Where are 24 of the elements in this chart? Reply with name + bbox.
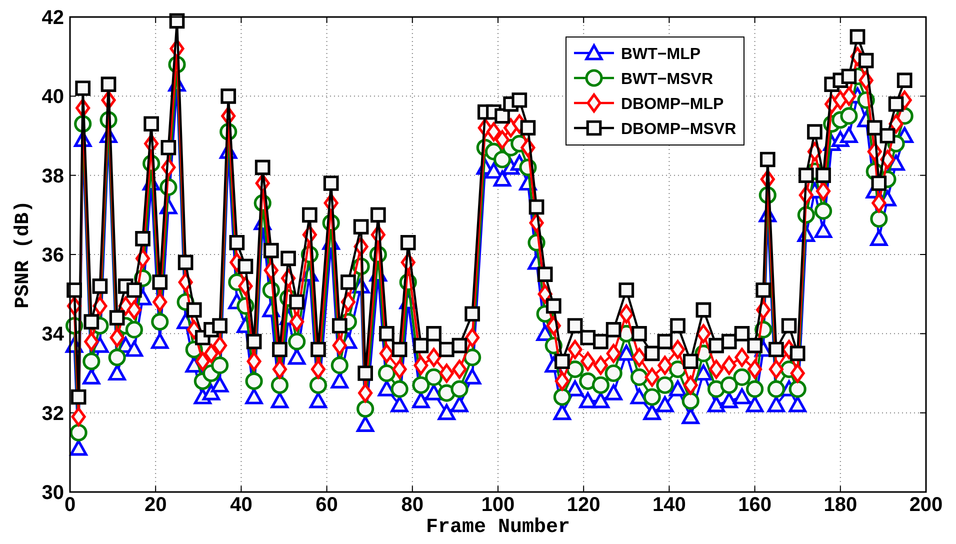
y-tick-label: 42 [42,7,64,29]
y-tick-label: 30 [42,482,64,504]
y-tick-label: 34 [42,324,65,346]
x-tick-label: 100 [481,494,515,516]
x-tick-label: 20 [144,494,167,516]
y-tick-label: 32 [42,402,64,425]
x-axis-title: Frame Number [426,516,570,539]
x-tick-label: 160 [738,494,772,516]
x-tick-label: 80 [401,494,424,516]
y-tick-label: 36 [42,244,64,266]
x-tick-label: 40 [230,494,252,516]
y-tick-label: 38 [42,165,64,188]
legend-label: DBOMP−MLP [621,96,724,113]
x-tick-label: 200 [909,494,943,516]
x-tick-label: 0 [64,494,76,516]
y-tick-label: 40 [42,86,64,108]
x-tick-label: 180 [824,494,858,516]
x-tick-label: 60 [316,494,338,516]
legend-label: BWT−MSVR [621,71,714,88]
x-tick-label: 120 [566,494,600,516]
legend-label: DBOMP−MSVR [621,121,737,138]
x-tick-label: 140 [652,494,686,516]
y-axis-title: PSNR (dB) [12,200,35,309]
legend-label: BWT−MLP [621,46,701,63]
